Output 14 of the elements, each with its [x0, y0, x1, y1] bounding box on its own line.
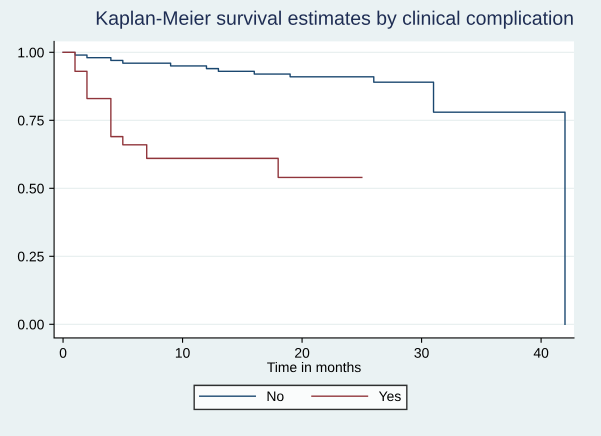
y-tick-label: 0.00	[18, 320, 44, 330]
x-tick-label: 10	[176, 348, 190, 358]
y-tick-label: 0.25	[18, 252, 44, 262]
x-tick-label: 0	[60, 348, 66, 358]
y-tick-label: 0.50	[18, 184, 44, 194]
chart-title: Kaplan-Meier survival estimates by clinical complication	[96, 10, 573, 29]
legend-label: No	[268, 391, 284, 402]
y-tick-label: 0.75	[18, 116, 44, 126]
x-axis-title: Time in months	[267, 362, 361, 372]
x-tick-label: 20	[295, 348, 310, 358]
x-tick-label: 30	[414, 348, 429, 358]
x-tick-label: 40	[534, 348, 548, 358]
legend-label: Yes	[378, 391, 401, 402]
y-tick-label: 1.00	[18, 48, 44, 58]
